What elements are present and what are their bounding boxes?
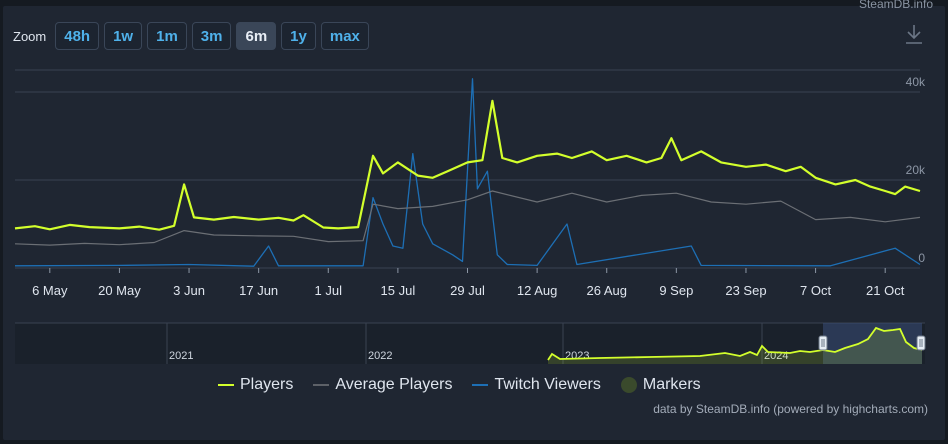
chart-panel: SteamDB.info — [3, 0, 945, 440]
zoom-1y-button[interactable]: 1y — [281, 22, 316, 50]
average-swatch — [313, 384, 330, 386]
x-tick-label: 23 Sep — [725, 283, 766, 298]
navigator-handle-right[interactable] — [916, 335, 926, 351]
players-swatch — [218, 384, 234, 386]
y-tick-label: 0 — [918, 251, 925, 265]
x-tick-label: 3 Jun — [173, 283, 205, 298]
zoom-1w-button[interactable]: 1w — [104, 22, 143, 50]
y-tick-label: 40k — [906, 75, 926, 89]
twitch-line — [14, 78, 921, 267]
y-tick-label: 20k — [906, 163, 926, 177]
zoom-6m-button[interactable]: 6m — [236, 22, 277, 50]
legend-average[interactable]: Average Players — [313, 376, 452, 394]
x-tick-label: 1 Jul — [315, 283, 343, 298]
twitch-swatch — [472, 384, 489, 386]
zoom-3m-button[interactable]: 3m — [191, 22, 232, 50]
legend-markers[interactable]: Markers — [620, 376, 701, 394]
legend-players[interactable]: Players — [218, 376, 293, 394]
players-line — [14, 99, 921, 231]
markers-swatch — [620, 377, 637, 393]
navigator-area — [548, 328, 922, 364]
navigator-handle-left[interactable] — [818, 335, 828, 351]
navigator-selection — [823, 323, 922, 364]
legend-players-label: Players — [240, 376, 294, 393]
x-tick-label: 21 Oct — [866, 283, 905, 298]
x-tick-label: 20 May — [98, 283, 141, 298]
navigator[interactable]: 2021 2022 2023 2024 — [15, 322, 926, 364]
credit-top: SteamDB.info — [858, 0, 933, 11]
zoom-label: Zoom — [13, 28, 47, 44]
x-tick-label: 26 Aug — [586, 283, 627, 298]
x-tick-label: 29 Jul — [450, 283, 485, 298]
x-tick-label: 12 Aug — [517, 283, 558, 298]
legend-twitch[interactable]: Twitch Viewers — [472, 376, 601, 394]
zoom-1m-button[interactable]: 1m — [147, 22, 187, 50]
legend: Players Average Players Twitch Viewers M… — [218, 376, 701, 394]
x-tick-label: 17 Jun — [239, 283, 278, 298]
series-layer — [14, 78, 921, 267]
x-axis: 6 May 20 May 3 Jun 17 Jun 1 Jul 15 Jul 29 Jul 1… — [32, 268, 905, 298]
legend-twitch-label: Twitch Viewers — [494, 376, 601, 393]
navigator-year-label: 2022 — [368, 350, 392, 362]
legend-average-label: Average Players — [335, 376, 453, 393]
navigator-year-label: 2021 — [169, 350, 193, 362]
y-axis: 0 20k 40k — [906, 75, 926, 265]
x-tick-label: 7 Oct — [800, 283, 831, 298]
x-tick-label: 6 May — [32, 283, 68, 298]
x-tick-label: 9 Sep — [659, 283, 693, 298]
zoom-bar: Zoom 48h 1w 1m 3m 6m 1y max — [13, 22, 369, 50]
x-tick-label: 15 Jul — [381, 283, 416, 298]
legend-markers-label: Markers — [642, 376, 701, 393]
zoom-48h-button[interactable]: 48h — [55, 22, 100, 50]
credit-bottom: data by SteamDB.info (powered by highcha… — [653, 402, 928, 416]
average-line — [14, 190, 921, 246]
navigator-players-line — [547, 326, 923, 361]
zoom-max-button[interactable]: max — [320, 22, 369, 50]
download-icon[interactable] — [904, 22, 924, 48]
